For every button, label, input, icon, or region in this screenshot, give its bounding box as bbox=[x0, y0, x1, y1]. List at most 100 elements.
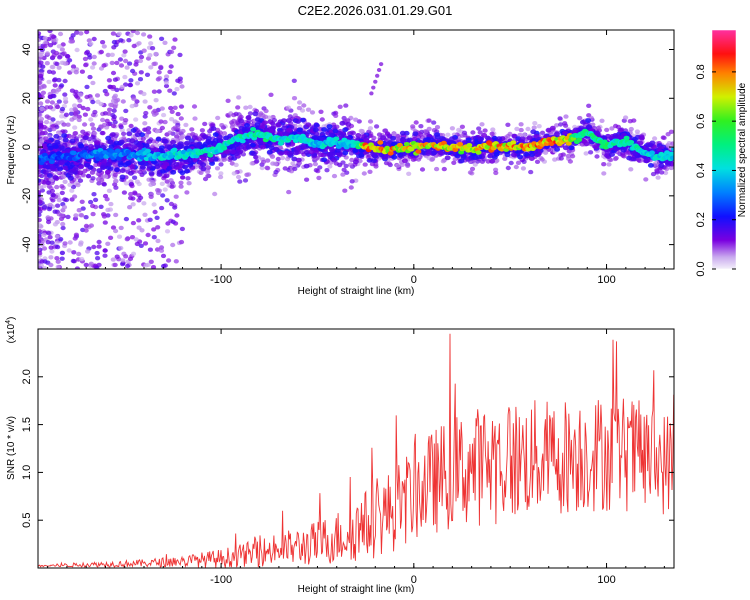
noise-blob bbox=[150, 46, 156, 51]
noise-blob bbox=[47, 202, 53, 208]
noise-blob bbox=[76, 114, 82, 120]
noise-blob bbox=[122, 74, 128, 80]
noise-blob bbox=[90, 65, 96, 70]
body-blob bbox=[62, 137, 69, 143]
halo-blob bbox=[202, 121, 208, 127]
noise-blob bbox=[76, 208, 82, 213]
noise-blob bbox=[49, 64, 55, 70]
body-blob bbox=[262, 128, 269, 133]
body-blob bbox=[303, 150, 310, 155]
noise-blob bbox=[50, 55, 56, 60]
noise-blob bbox=[128, 78, 134, 83]
body-blob bbox=[278, 151, 284, 156]
noise-blob bbox=[112, 262, 118, 268]
body-blob bbox=[321, 157, 328, 163]
body-blob bbox=[146, 139, 153, 144]
noise-blob bbox=[61, 122, 67, 127]
noise-blob bbox=[90, 99, 96, 105]
halo-blob bbox=[489, 131, 495, 136]
noise-blob bbox=[59, 190, 65, 196]
noise-blob bbox=[94, 266, 100, 269]
halo-blob bbox=[395, 163, 401, 168]
halo-blob bbox=[505, 134, 511, 139]
body-blob bbox=[160, 168, 167, 174]
body-blob bbox=[232, 142, 239, 148]
noise-blob bbox=[156, 89, 162, 94]
noise-blob bbox=[72, 216, 79, 221]
body-blob bbox=[244, 123, 250, 128]
body-blob bbox=[125, 143, 132, 149]
halo-blob bbox=[44, 119, 50, 125]
noise-blob bbox=[179, 84, 185, 89]
body-blob bbox=[245, 115, 252, 121]
halo-blob bbox=[513, 164, 519, 170]
halo-blob bbox=[225, 98, 231, 104]
halo-blob bbox=[218, 162, 224, 167]
noise-blob bbox=[110, 70, 117, 76]
halo-blob bbox=[235, 174, 242, 180]
body-blob bbox=[152, 147, 159, 153]
halo-blob bbox=[88, 117, 94, 122]
halo-blob bbox=[221, 157, 227, 162]
body-blob bbox=[637, 140, 644, 146]
halo-blob bbox=[476, 126, 482, 131]
halo-blob bbox=[106, 122, 112, 127]
halo-blob bbox=[178, 180, 184, 185]
noise-blob bbox=[100, 117, 106, 123]
halo-blob bbox=[238, 114, 244, 120]
body-blob bbox=[291, 156, 298, 162]
halo-blob bbox=[431, 120, 437, 125]
noise-blob bbox=[56, 65, 62, 70]
noise-blob bbox=[178, 116, 184, 121]
noise-blob bbox=[38, 212, 42, 218]
body-blob bbox=[53, 134, 60, 139]
noise-blob bbox=[68, 111, 75, 116]
noise-blob bbox=[52, 222, 59, 227]
body-blob bbox=[260, 144, 266, 150]
noise-blob bbox=[127, 61, 133, 66]
body-blob bbox=[444, 155, 451, 161]
halo-blob bbox=[218, 171, 224, 176]
body-blob bbox=[378, 152, 385, 158]
halo-blob bbox=[531, 125, 537, 130]
halo-blob bbox=[242, 178, 249, 183]
noise-blob bbox=[155, 238, 161, 244]
noise-blob bbox=[49, 249, 55, 254]
noise-blob bbox=[113, 212, 119, 218]
halo-blob bbox=[191, 104, 198, 109]
noise-blob bbox=[171, 45, 177, 50]
noise-blob bbox=[53, 50, 60, 56]
halo-blob bbox=[386, 161, 392, 166]
body-blob bbox=[643, 158, 650, 164]
halo-blob bbox=[68, 135, 74, 140]
halo-blob bbox=[348, 185, 354, 190]
body-blob bbox=[238, 144, 245, 150]
noise-blob bbox=[47, 30, 53, 34]
noise-blob bbox=[158, 64, 164, 70]
halo-blob bbox=[374, 124, 380, 129]
body-blob bbox=[562, 145, 569, 151]
body-blob bbox=[515, 136, 522, 142]
halo-blob bbox=[316, 175, 322, 181]
halo-blob bbox=[623, 115, 629, 120]
halo-blob bbox=[85, 173, 91, 179]
halo-blob bbox=[505, 122, 511, 128]
halo-blob bbox=[142, 127, 148, 132]
body-blob bbox=[328, 132, 335, 138]
halo-blob bbox=[434, 125, 441, 130]
noise-blob bbox=[148, 194, 154, 199]
body-blob bbox=[261, 120, 268, 126]
body-blob bbox=[371, 158, 377, 164]
noise-blob bbox=[148, 41, 154, 46]
halo-blob bbox=[518, 122, 524, 127]
halo-blob bbox=[532, 121, 538, 126]
noise-blob bbox=[91, 36, 97, 42]
halo-blob bbox=[301, 103, 307, 108]
noise-blob bbox=[169, 117, 175, 122]
body-blob bbox=[100, 165, 107, 171]
noise-blob bbox=[38, 222, 42, 228]
noise-blob bbox=[130, 68, 136, 74]
noise-blob bbox=[126, 38, 132, 43]
halo-blob bbox=[90, 176, 96, 181]
body-blob bbox=[401, 158, 408, 164]
